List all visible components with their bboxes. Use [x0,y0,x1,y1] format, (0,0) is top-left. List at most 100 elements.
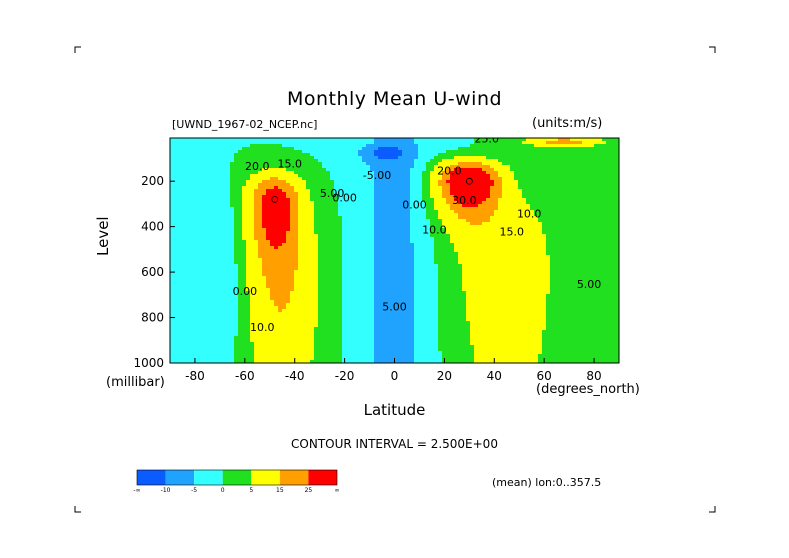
field-cell [338,228,343,232]
field-cell [302,360,307,363]
field-cell [354,348,359,352]
field-cell [202,315,207,319]
field-cell [290,219,295,223]
field-cell [406,282,411,286]
field-cell [298,321,303,325]
field-cell [174,282,179,286]
field-cell [266,357,271,361]
field-cell [182,312,187,316]
field-cell [362,240,367,244]
field-cell [274,255,279,259]
field-cell [434,156,439,160]
field-cell [214,345,219,349]
field-cell [242,279,247,283]
field-cell [234,312,239,316]
field-cell [358,291,363,295]
field-cell [190,216,195,220]
field-cell [254,273,259,277]
field-cell [430,231,435,235]
field-cell [394,147,399,151]
field-cell [230,174,235,178]
field-cell [246,159,251,163]
field-cell [178,348,183,352]
field-cell [418,186,423,190]
field-cell [262,279,267,283]
field-cell [218,333,223,337]
field-cell [250,252,255,256]
field-cell [170,357,175,361]
field-cell [338,240,343,244]
field-cell [286,258,291,262]
field-cell [202,156,207,160]
field-cell [290,150,295,154]
field-cell [290,357,295,361]
field-cell [362,294,367,298]
field-cell [206,285,211,289]
field-cell [334,183,339,187]
field-cell [222,357,227,361]
field-cell [342,321,347,325]
field-cell [206,180,211,184]
field-cell [230,186,235,190]
field-cell [294,270,299,274]
field-cell [274,189,279,193]
field-cell [362,153,367,157]
field-cell [298,330,303,334]
field-cell [378,150,383,154]
field-cell [194,159,199,163]
field-cell [414,297,419,301]
field-cell [378,237,383,241]
field-cell [410,234,415,238]
field-cell [286,348,291,352]
field-cell [398,261,403,265]
field-cell [430,279,435,283]
field-cell [358,234,363,238]
field-cell [258,150,263,154]
field-cell [270,282,275,286]
field-cell [226,219,231,223]
field-cell [246,345,251,349]
field-cell [382,294,387,298]
field-cell [238,186,243,190]
field-cell [258,345,263,349]
field-cell [410,354,415,358]
field-cell [202,330,207,334]
field-cell [294,273,299,277]
field-cell [238,225,243,229]
field-cell [278,339,283,343]
field-cell [230,210,235,214]
field-cell [174,219,179,223]
field-cell [398,168,403,172]
field-cell [286,303,291,307]
field-cell [366,195,371,199]
field-cell [178,300,183,304]
field-cell [202,294,207,298]
field-cell [222,339,227,343]
field-cell [246,156,251,160]
field-cell [230,258,235,262]
field-cell [178,171,183,175]
field-cell [422,180,427,184]
field-cell [330,198,335,202]
field-cell [370,210,375,214]
field-cell [398,228,403,232]
field-cell [186,306,191,310]
field-cell [350,183,355,187]
field-cell [258,282,263,286]
field-cell [234,180,239,184]
field-cell [270,150,275,154]
field-cell [394,222,399,226]
field-cell [302,147,307,151]
field-cell [370,159,375,163]
field-cell [222,150,227,154]
field-cell [302,315,307,319]
field-cell [426,264,431,268]
field-cell [402,339,407,343]
field-cell [382,273,387,277]
field-cell [186,309,191,313]
field-cell [246,192,251,196]
field-cell [222,315,227,319]
field-cell [286,306,291,310]
field-cell [374,144,379,148]
field-cell [194,162,199,166]
